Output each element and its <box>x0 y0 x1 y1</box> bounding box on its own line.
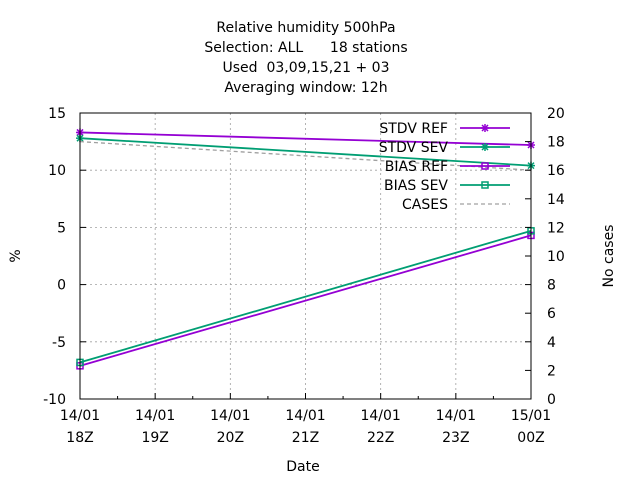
x-tick-label-date: 15/01 <box>511 408 551 424</box>
legend-marker <box>481 143 489 151</box>
series-line <box>79 229 532 364</box>
x-tick-label-hour: 00Z <box>517 430 544 446</box>
x-tick-label-hour: 23Z <box>442 430 469 446</box>
legend-marker <box>481 162 489 170</box>
grid <box>80 113 531 399</box>
x-tick-label-date: 14/01 <box>436 408 476 424</box>
y2-tick-label: 4 <box>547 335 556 351</box>
x-tick-label-date: 14/01 <box>285 408 325 424</box>
x-tick-label-hour: 22Z <box>367 430 394 446</box>
series-line <box>79 137 532 167</box>
y-tick-label: 5 <box>57 220 66 236</box>
y2-tick-label: 0 <box>547 392 556 408</box>
marker-stroke <box>481 143 489 151</box>
legend-item: BIAS SEV <box>384 178 510 194</box>
y2-tick-label: 8 <box>547 278 556 294</box>
series-cases <box>79 140 532 171</box>
x-tick-label-date: 14/01 <box>360 408 400 424</box>
legend-item: STDV SEV <box>379 140 510 156</box>
y2-tick-label: 2 <box>547 363 556 379</box>
legend-marker <box>481 124 489 132</box>
series-line <box>79 131 532 146</box>
y-tick-label: 0 <box>57 278 66 294</box>
title-line-4: Averaging window: 12h <box>224 80 387 96</box>
legend-item: BIAS REF <box>385 159 510 175</box>
x-tick-label-hour: 18Z <box>66 430 93 446</box>
legend-marker <box>481 181 489 189</box>
x-tick-label-date: 14/01 <box>135 408 175 424</box>
series-line <box>79 140 532 171</box>
y2-tick-label: 14 <box>547 192 565 208</box>
axes: -10 -5 0 5 10 15 0 2 4 6 8 10 12 14 16 18 20 14/01 18Z 14/0… <box>43 106 565 446</box>
y-axis-label: % <box>8 249 24 262</box>
legend-item: STDV REF <box>379 121 510 137</box>
series-line <box>79 234 532 367</box>
y2-tick-label: 12 <box>547 220 565 236</box>
y2-tick-label: 6 <box>547 306 556 322</box>
y-tick-label: 15 <box>48 106 66 122</box>
legend: STDV REF STDV SEV BIAS REF BIAS SEV CASES <box>379 121 510 213</box>
x-tick-label-hour: 20Z <box>217 430 244 446</box>
x-axis-label: Date <box>286 459 319 475</box>
title-line-2: Selection: ALL 18 stations <box>204 40 407 56</box>
title-line-3: Used 03,09,15,21 + 03 <box>223 60 390 76</box>
marker-stroke <box>481 124 489 132</box>
legend-item: CASES <box>402 197 510 213</box>
legend-label: BIAS REF <box>385 159 448 175</box>
legend-label: STDV SEV <box>379 140 449 156</box>
y2-axis-label: No cases <box>601 225 617 288</box>
x-tick-label-date: 14/01 <box>210 408 250 424</box>
legend-label: CASES <box>402 197 448 213</box>
y2-tick-label: 20 <box>547 106 565 122</box>
y-tick-label: -10 <box>43 392 66 408</box>
y-tick-label: -5 <box>52 335 66 351</box>
x-tick-label-date: 14/01 <box>60 408 100 424</box>
chart-title: Relative humidity 500hPa Selection: ALL 1… <box>204 20 407 96</box>
y2-tick-label: 10 <box>547 249 565 265</box>
y2-tick-label: 16 <box>547 163 565 179</box>
y2-tick-label: 18 <box>547 135 565 151</box>
x-tick-label-hour: 19Z <box>141 430 168 446</box>
legend-label: STDV REF <box>379 121 448 137</box>
legend-label: BIAS SEV <box>384 178 448 194</box>
title-line-1: Relative humidity 500hPa <box>216 20 395 36</box>
y-tick-label: 10 <box>48 163 66 179</box>
x-tick-label-hour: 21Z <box>292 430 319 446</box>
